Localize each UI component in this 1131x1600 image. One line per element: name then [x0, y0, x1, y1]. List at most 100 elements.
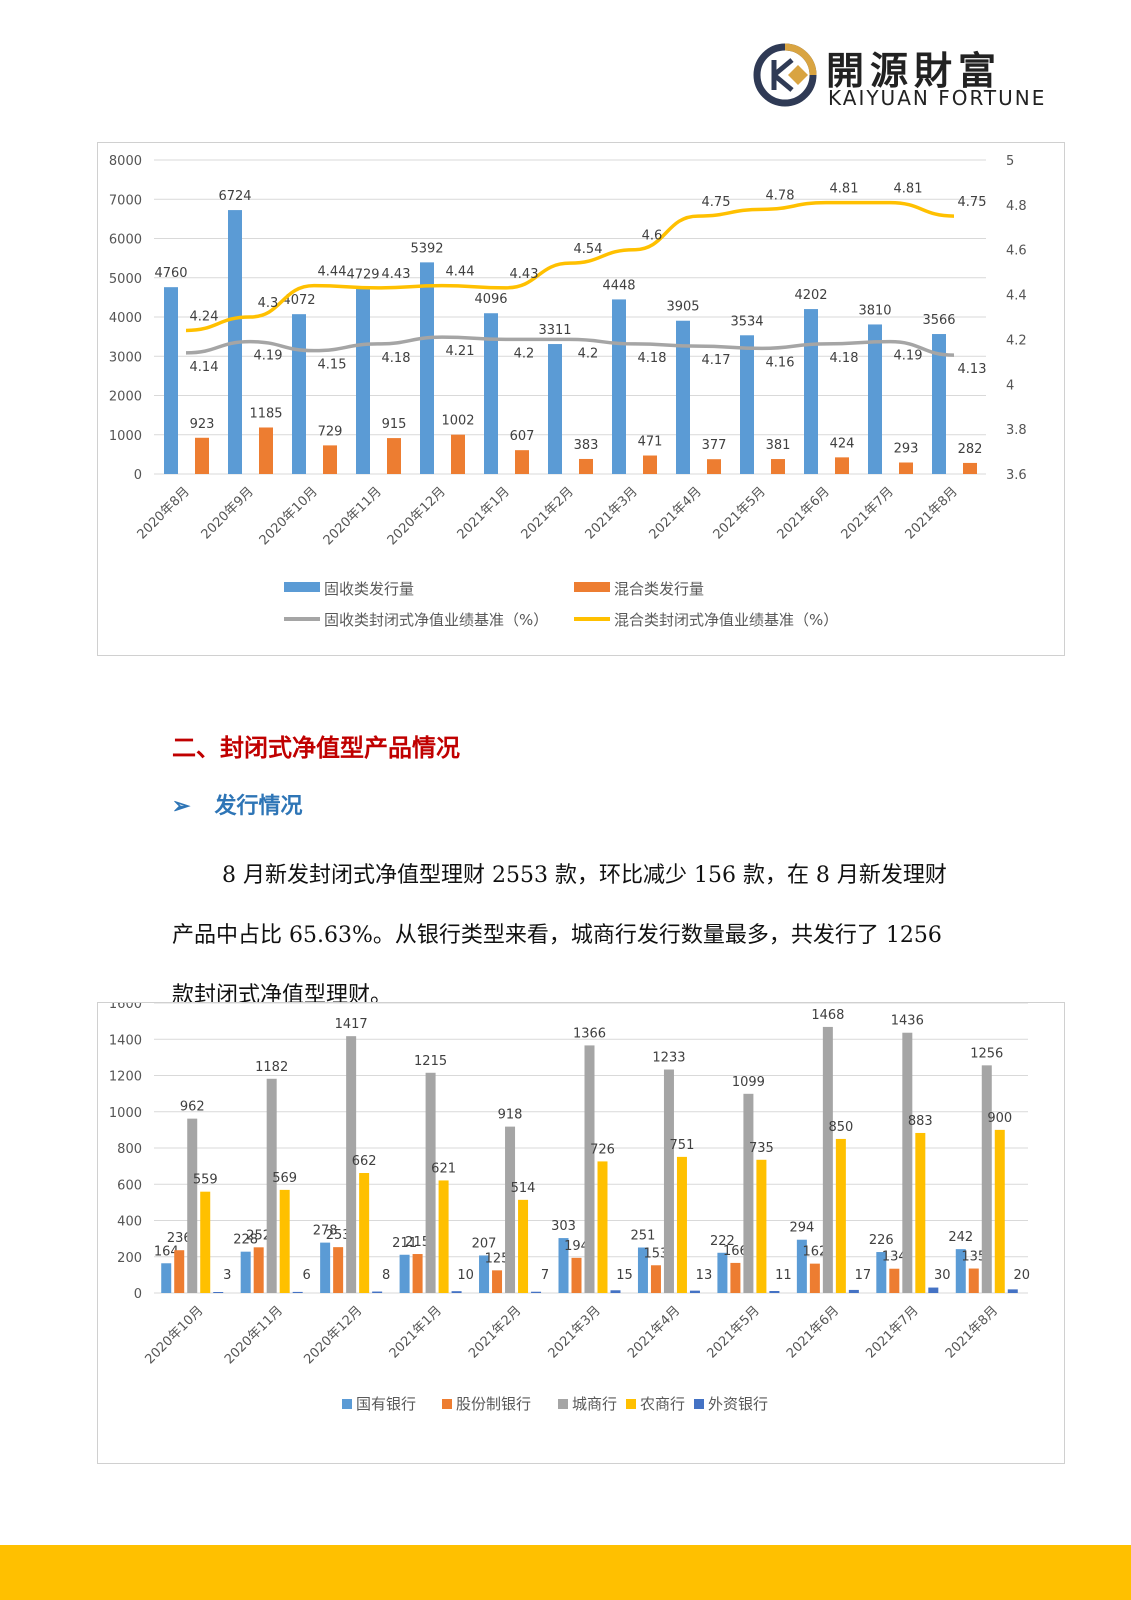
bar [531, 1291, 542, 1293]
x-tick-label: 2021年1月 [455, 484, 513, 542]
bar [650, 1265, 661, 1293]
body-paragraph: 8 月新发封闭式净值型理财 2553 款，环比减少 156 款，在 8 月新发理… [172, 863, 947, 1008]
bar [584, 1045, 595, 1293]
data-label: 135 [961, 1250, 986, 1265]
bar [372, 1291, 383, 1293]
x-tick-label: 2021年6月 [784, 1303, 842, 1361]
section-title: 二、封闭式净值型产品情况 [172, 733, 460, 762]
x-tick-label: 2021年4月 [647, 484, 705, 542]
data-label: 11 [775, 1268, 792, 1283]
line-data-label: 4.6 [642, 229, 663, 244]
data-label: 1099 [732, 1075, 765, 1090]
legend-label: 固收类封闭式净值业绩基准（%） [324, 611, 548, 629]
data-label: 134 [882, 1250, 907, 1265]
data-label: 125 [485, 1251, 510, 1266]
legend-label: 股份制银行 [456, 1395, 531, 1413]
data-label: 377 [702, 438, 727, 453]
line-data-label: 4.81 [894, 182, 923, 197]
bar [451, 434, 465, 474]
y-tick-label: 1000 [109, 1106, 142, 1121]
data-label: 1185 [249, 406, 282, 421]
legend-swatch [558, 1399, 568, 1409]
x-tick-label: 2021年2月 [466, 1303, 524, 1361]
bar [899, 462, 913, 474]
issuance-benchmark-chart: 0 1000 2000 3000 4000 5000 6000 7000 8000 3.6 3.8 4… [97, 142, 1065, 656]
bar [835, 457, 849, 474]
data-label: 303 [551, 1219, 576, 1234]
y-tick-label: 5000 [109, 272, 142, 287]
bar [174, 1250, 185, 1293]
data-label: 252 [246, 1228, 271, 1243]
y2-tick-label: 5 [1006, 154, 1014, 169]
bank-type-chart: 0 200 400 600 800 1000 1200 1400 1600 164 228 278 21… [97, 997, 1065, 1464]
line-data-label: 4.2 [578, 346, 599, 361]
bar [932, 334, 946, 474]
data-label: 3 [223, 1268, 231, 1283]
data-label: 4202 [794, 288, 827, 303]
bar [164, 287, 178, 474]
data-label: 918 [498, 1108, 523, 1123]
data-label: 3311 [538, 323, 571, 338]
bar [610, 1290, 621, 1293]
data-label: 282 [958, 442, 983, 457]
data-label: 7 [541, 1268, 549, 1283]
data-label: 242 [948, 1230, 973, 1245]
data-label: 6724 [218, 189, 251, 204]
data-label: 15 [616, 1268, 633, 1283]
line-data-label: 4.19 [254, 349, 283, 364]
bar [515, 450, 529, 474]
bar [928, 1287, 939, 1293]
footer-bar [0, 1545, 1131, 1600]
bar [676, 1156, 687, 1293]
x-tick-label: 2021年4月 [625, 1303, 683, 1361]
bar [240, 1251, 251, 1293]
data-label: 4760 [154, 266, 187, 281]
series-line [185, 335, 955, 357]
data-label: 424 [830, 436, 855, 451]
bar [743, 1093, 754, 1293]
x-tick-label: 2020年12月 [385, 484, 449, 548]
data-label: 735 [749, 1141, 774, 1156]
legend-label: 混合类封闭式净值业绩基准（%） [614, 611, 838, 629]
bar [597, 1161, 608, 1293]
y-tick-label: 6000 [109, 233, 142, 248]
bar [796, 1239, 807, 1293]
data-label: 30 [934, 1268, 951, 1283]
bar [643, 455, 657, 474]
data-label: 253 [326, 1228, 351, 1243]
y-tick-label: 1000 [109, 429, 142, 444]
y-tick-label: 2000 [109, 390, 142, 405]
data-label: 293 [894, 441, 919, 456]
bar [868, 324, 882, 474]
line-data-label: 4.78 [766, 188, 795, 203]
legend-label: 外资银行 [708, 1395, 768, 1413]
legend-swatch [284, 582, 320, 592]
line-data-label: 4.43 [510, 267, 539, 282]
legend-label: 混合类发行量 [614, 580, 704, 598]
bar [955, 1249, 966, 1293]
bar [740, 335, 754, 474]
data-label: 1417 [335, 1017, 368, 1032]
legend-label: 固收类发行量 [324, 580, 414, 598]
y-tick-label: 1600 [109, 1003, 142, 1012]
legend-label: 城商行 [572, 1395, 617, 1413]
bar [558, 1238, 569, 1293]
bar [187, 1118, 198, 1293]
line-data-label: 4.81 [830, 182, 859, 197]
line-data-label: 4.16 [766, 355, 795, 370]
series-line [185, 200, 955, 333]
data-label: 1366 [573, 1026, 606, 1041]
x-tick-label: 2021年3月 [546, 1303, 604, 1361]
data-label: 207 [472, 1236, 497, 1251]
y-tick-label: 7000 [109, 193, 142, 208]
bar [994, 1129, 1005, 1293]
x-tick-label: 2020年10月 [142, 1303, 206, 1367]
line-data-label: 4.43 [382, 267, 411, 282]
data-label: 3905 [666, 300, 699, 315]
data-label: 278 [313, 1224, 338, 1239]
legend-swatch [626, 1399, 636, 1409]
legend-label: 国有银行 [356, 1395, 416, 1413]
bar [637, 1247, 648, 1293]
bar [902, 1032, 913, 1293]
line-data-label: 4.24 [190, 309, 219, 324]
